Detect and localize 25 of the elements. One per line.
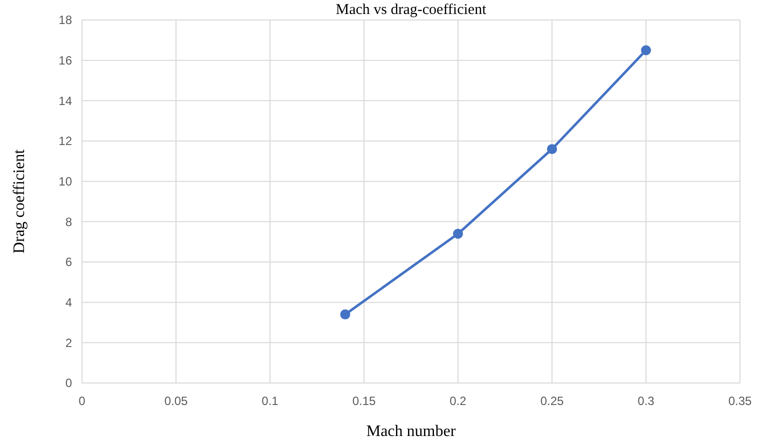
point bbox=[641, 45, 651, 56]
y-tick-label: 16 bbox=[58, 54, 72, 68]
y-tick-label: 4 bbox=[65, 296, 72, 310]
x-tick-label: 0 bbox=[78, 394, 86, 408]
point bbox=[340, 309, 350, 320]
x-tick-label: 0.35 bbox=[728, 394, 752, 408]
y-axis-title: Drag coefficient bbox=[11, 148, 28, 254]
x-tick-label: 0.2 bbox=[450, 394, 467, 408]
y-tick-label: 8 bbox=[65, 214, 72, 229]
chart-title: Mach vs drag-coefficient bbox=[336, 2, 488, 18]
point bbox=[453, 228, 463, 239]
y-tick-label: 14 bbox=[58, 94, 72, 108]
point bbox=[547, 144, 557, 154]
y-tick-label: 18 bbox=[58, 13, 72, 28]
x-axis-title: Mach number bbox=[366, 423, 456, 440]
x-tick-label: 0.15 bbox=[352, 394, 376, 408]
y-tick-label: 10 bbox=[58, 174, 72, 189]
x-tick-label: 0.3 bbox=[638, 394, 655, 408]
y-tick-label: 2 bbox=[65, 336, 72, 350]
x-tick-label: 0.25 bbox=[540, 394, 564, 408]
x-tick-label: 0.05 bbox=[164, 394, 188, 408]
y-tick-label: 12 bbox=[58, 134, 72, 148]
x-tick-label: 0.1 bbox=[262, 394, 279, 408]
y-tick-label: 6 bbox=[65, 255, 72, 270]
y-tick-label: 0 bbox=[65, 376, 72, 390]
